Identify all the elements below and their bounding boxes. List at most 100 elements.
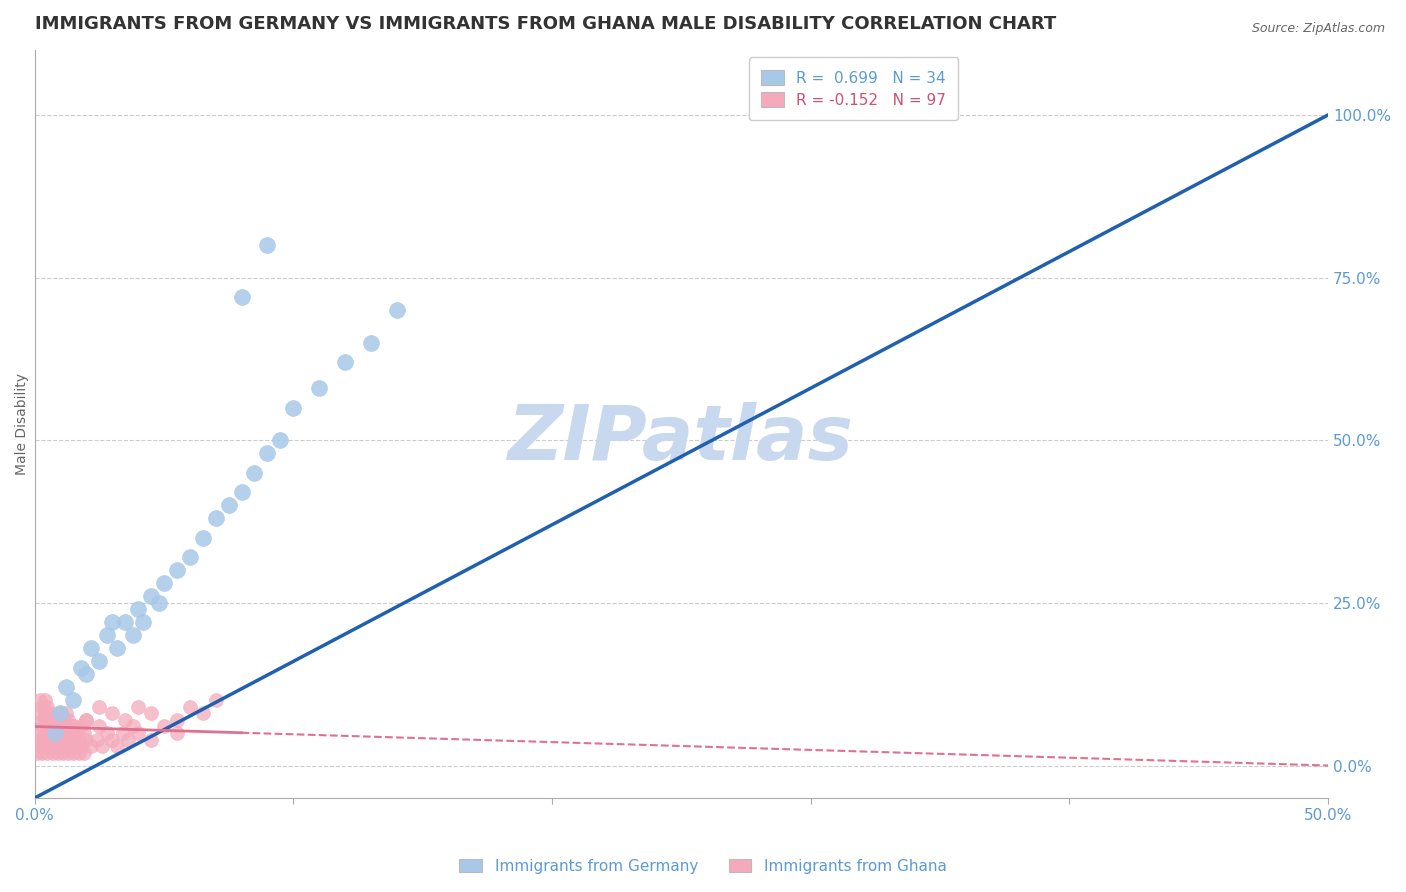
Point: [67, 746, 90, 760]
Point: [44, 726, 66, 740]
Point: [55, 706, 77, 721]
Point: [153, 576, 176, 591]
Point: [37, 719, 59, 733]
Point: [204, 511, 226, 525]
Point: [37, 700, 59, 714]
Point: [105, 739, 128, 753]
Text: ZIPatlas: ZIPatlas: [509, 402, 855, 476]
Point: [70, 739, 93, 753]
Point: [49, 739, 72, 753]
Point: [41, 719, 63, 733]
Point: [49, 706, 72, 721]
Point: [28, 726, 51, 740]
Point: [127, 602, 149, 616]
Point: [256, 238, 278, 252]
Point: [283, 401, 305, 415]
Point: [39, 739, 62, 753]
Point: [49, 732, 72, 747]
Point: [56, 746, 79, 760]
Point: [89, 655, 111, 669]
Point: [191, 531, 214, 545]
Legend: Immigrants from Germany, Immigrants from Ghana: Immigrants from Germany, Immigrants from…: [453, 853, 953, 880]
Point: [231, 290, 253, 304]
Point: [44, 719, 66, 733]
Point: [96, 628, 118, 642]
Point: [179, 700, 201, 714]
Point: [49, 719, 72, 733]
Point: [52, 746, 75, 760]
Point: [55, 726, 77, 740]
Point: [114, 713, 136, 727]
Point: [75, 667, 97, 681]
Point: [127, 700, 149, 714]
Point: [62, 693, 84, 707]
Point: [46, 732, 69, 747]
Point: [204, 693, 226, 707]
Point: [34, 726, 56, 740]
Point: [333, 355, 356, 369]
Point: [101, 615, 124, 630]
Point: [62, 719, 84, 733]
Point: [89, 700, 111, 714]
Point: [52, 732, 75, 747]
Point: [31, 732, 53, 747]
Point: [46, 713, 69, 727]
Point: [89, 719, 111, 733]
Point: [28, 693, 51, 707]
Point: [25, 732, 48, 747]
Point: [28, 706, 51, 721]
Point: [56, 726, 79, 740]
Point: [101, 732, 124, 747]
Point: [28, 739, 51, 753]
Point: [62, 746, 84, 760]
Point: [49, 726, 72, 740]
Point: [44, 726, 66, 740]
Legend: R =  0.699   N = 34, R = -0.152   N = 97: R = 0.699 N = 34, R = -0.152 N = 97: [749, 57, 959, 120]
Point: [34, 706, 56, 721]
Point: [37, 732, 59, 747]
Point: [62, 732, 84, 747]
Point: [34, 693, 56, 707]
Point: [49, 706, 72, 721]
Point: [179, 550, 201, 565]
Point: [122, 719, 145, 733]
Point: [31, 746, 53, 760]
Point: [55, 681, 77, 695]
Point: [269, 434, 291, 448]
Point: [34, 739, 56, 753]
Point: [39, 719, 62, 733]
Point: [127, 726, 149, 740]
Point: [139, 706, 162, 721]
Point: [31, 713, 53, 727]
Point: [360, 335, 382, 350]
Point: [31, 719, 53, 733]
Point: [166, 563, 188, 577]
Point: [90, 739, 112, 753]
Point: [70, 661, 93, 675]
Point: [34, 713, 56, 727]
Point: [256, 446, 278, 460]
Point: [41, 726, 63, 740]
Point: [55, 719, 77, 733]
Point: [70, 719, 93, 733]
Point: [114, 615, 136, 630]
Point: [101, 706, 124, 721]
Point: [243, 466, 266, 480]
Y-axis label: Male Disability: Male Disability: [15, 373, 30, 475]
Point: [41, 732, 63, 747]
Point: [25, 746, 48, 760]
Point: [231, 485, 253, 500]
Point: [46, 726, 69, 740]
Point: [139, 590, 162, 604]
Text: Source: ZipAtlas.com: Source: ZipAtlas.com: [1251, 22, 1385, 36]
Point: [218, 498, 240, 512]
Point: [111, 726, 134, 740]
Point: [41, 746, 63, 760]
Point: [80, 739, 103, 753]
Point: [67, 732, 90, 747]
Point: [73, 746, 96, 760]
Point: [44, 732, 66, 747]
Point: [308, 381, 330, 395]
Point: [55, 739, 77, 753]
Point: [166, 713, 188, 727]
